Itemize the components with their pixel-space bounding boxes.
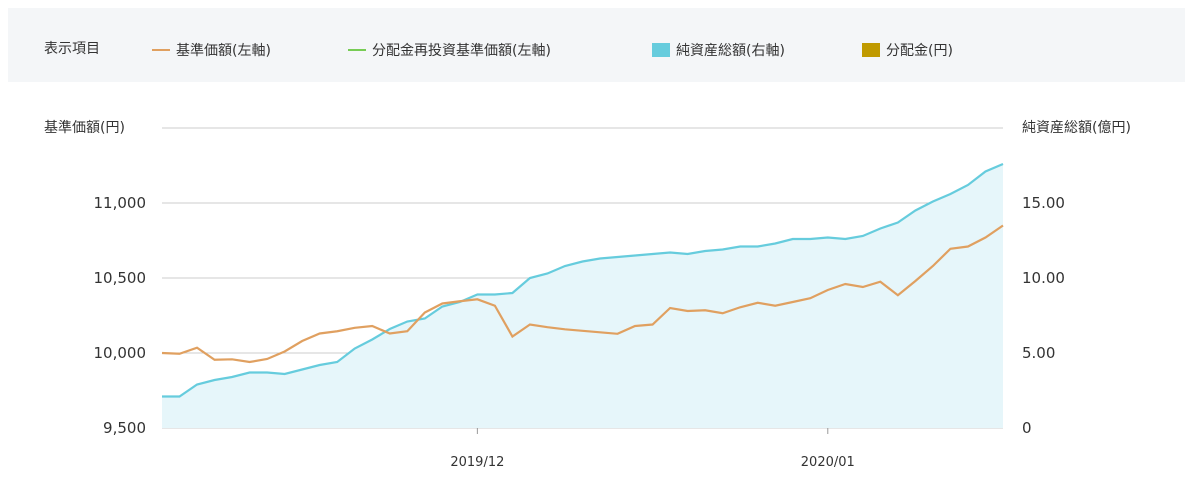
legend-item-nav[interactable]: 基準価額(左軸) [152, 40, 271, 60]
legend-label-reinvested-nav: 分配金再投資基準価額(左軸) [372, 43, 551, 59]
legend-item-aum[interactable]: 純資産総額(右軸) [652, 40, 785, 60]
legend-item-reinvested-nav[interactable]: 分配金再投資基準価額(左軸) [348, 40, 551, 60]
legend-label-aum: 純資産総額(右軸) [676, 43, 785, 59]
left-tick-label: 11,000 [94, 194, 147, 212]
left-tick-label: 10,000 [94, 344, 147, 362]
nav-line [161, 224, 1004, 364]
legend-item-distribution[interactable]: 分配金(円) [862, 40, 953, 60]
aum-line [162, 162, 1004, 398]
right-tick-label: 5.00 [1022, 344, 1055, 362]
left-axis-title: 基準価額(円) [44, 119, 125, 136]
right-tick-label: 10.00 [1022, 269, 1065, 287]
distribution-box-swatch-icon [862, 43, 880, 57]
right-tick-label: 0 [1022, 419, 1032, 437]
x-tick-label: 2020/01 [801, 455, 855, 470]
left-tick-label: 9,500 [103, 419, 146, 437]
reinvested-line-swatch-icon [348, 49, 366, 51]
x-tick-label: 2019/12 [450, 455, 504, 470]
aum-box-swatch-icon [652, 43, 670, 57]
legend-bar [8, 8, 1185, 82]
aum-area [162, 164, 1003, 428]
right-tick-label: 15.00 [1022, 194, 1065, 212]
label-layer: 9,500 10,000 10,500 11,000 0 5.00 10.00 15.00 20… [94, 194, 1065, 470]
legend-label-nav: 基準価額(左軸) [176, 43, 271, 59]
nav-line-swatch-icon [152, 49, 170, 51]
legend-label-distribution: 分配金(円) [886, 43, 953, 59]
right-axis-title: 純資産総額(億円) [1022, 120, 1131, 136]
legend-title: 表示項目 [44, 41, 100, 57]
left-tick-label: 10,500 [94, 269, 147, 287]
